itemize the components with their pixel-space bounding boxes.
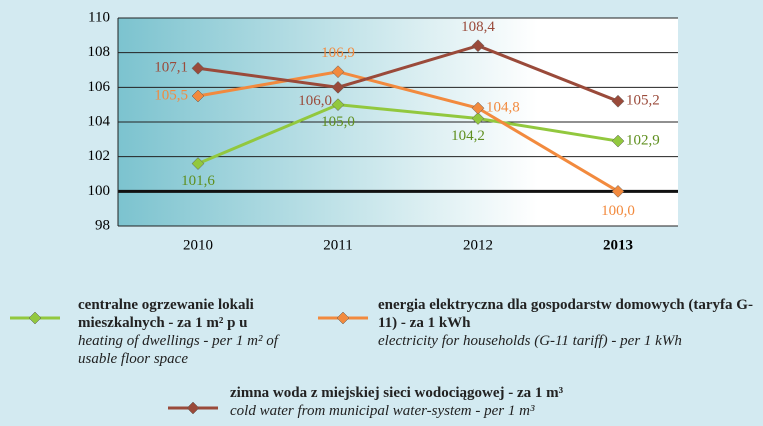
data-label: 104,8 — [486, 100, 520, 116]
legend-entry: energia elektryczna dla gospodarstw domo… — [378, 296, 763, 350]
legend-marker — [336, 311, 350, 325]
legend-marker — [28, 311, 42, 325]
legend-label-en: electricity for households (G-11 tariff)… — [378, 333, 682, 349]
y-tick-label: 108 — [88, 44, 111, 60]
series-line — [197, 103, 619, 165]
x-tick-label: 2013 — [603, 237, 633, 253]
point — [611, 94, 625, 108]
data-label: 106,9 — [321, 45, 355, 61]
legend-label: centralne ogrzewanie lokali mieszkalnych… — [78, 297, 254, 331]
data-label: 101,6 — [181, 173, 215, 189]
point — [191, 61, 205, 75]
point — [331, 65, 345, 79]
y-tick-label: 102 — [88, 148, 111, 164]
data-label: 105,5 — [154, 87, 188, 103]
x-tick-label: 2012 — [463, 237, 493, 253]
point — [331, 98, 345, 112]
y-tick-label: 100 — [88, 183, 111, 199]
point — [471, 112, 485, 125]
legend-label: energia elektryczna dla gospodarstw domo… — [378, 297, 753, 331]
data-label: 106,0 — [298, 93, 332, 109]
data-label: 105,0 — [321, 114, 355, 130]
legend-marker — [186, 401, 200, 415]
point — [191, 157, 205, 170]
x-tick-label: 2011 — [323, 237, 352, 253]
series-line — [197, 70, 619, 193]
legend-label-en: cold water from municipal water-system -… — [230, 403, 535, 419]
point — [611, 134, 625, 148]
point — [611, 184, 625, 198]
legend-label-en: heating of dwellings - per 1 m² of usabl… — [78, 333, 278, 367]
data-label: 104,2 — [451, 128, 485, 144]
point — [471, 101, 485, 115]
data-label: 100,0 — [601, 203, 635, 219]
point — [191, 89, 205, 103]
point — [471, 39, 485, 53]
data-label: 105,2 — [626, 93, 660, 109]
legend-entry: centralne ogrzewanie lokali mieszkalnych… — [78, 296, 308, 368]
point — [331, 80, 345, 94]
legend-entry: zimna woda z miejskiej sieci wodociągowe… — [230, 384, 650, 420]
data-label: 102,9 — [626, 133, 660, 149]
data-label: 108,4 — [461, 19, 495, 35]
y-tick-label: 104 — [88, 113, 111, 129]
y-tick-label: 98 — [95, 217, 110, 233]
x-tick-label: 2010 — [183, 237, 213, 253]
legend-label: zimna woda z miejskiej sieci wodociągowe… — [230, 385, 564, 401]
y-tick-label: 106 — [88, 79, 111, 95]
series-line — [197, 44, 619, 103]
data-label: 107,1 — [154, 60, 188, 76]
y-tick-label: 110 — [88, 9, 110, 25]
